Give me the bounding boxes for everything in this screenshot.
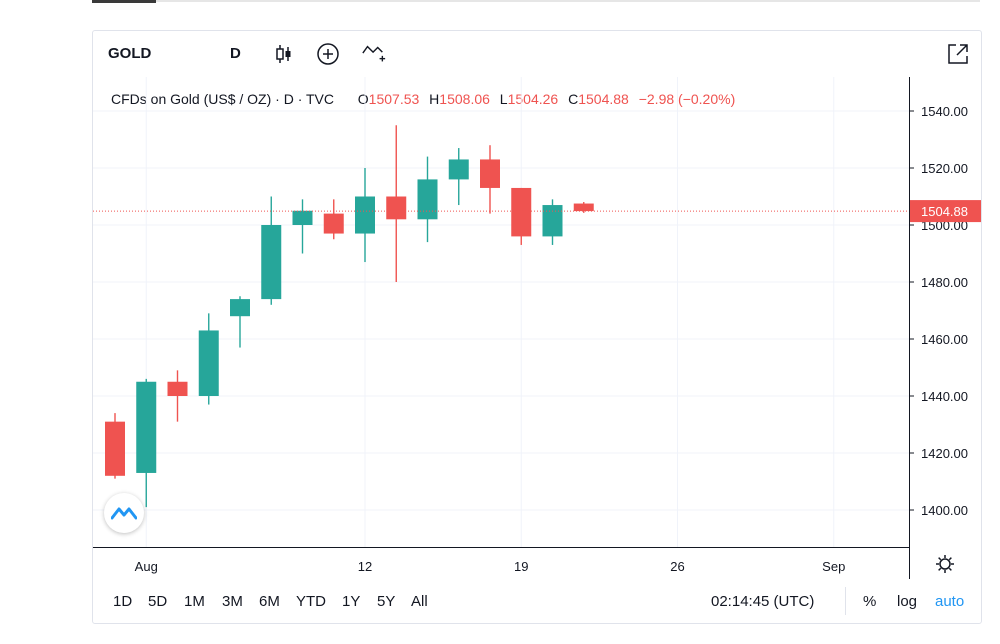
candle-body bbox=[230, 299, 250, 317]
candle-body bbox=[386, 196, 407, 220]
add-indicator-icon[interactable] bbox=[315, 41, 341, 67]
x-tick-label: 26 bbox=[670, 559, 684, 574]
candle bbox=[261, 196, 282, 305]
candle-body bbox=[261, 225, 282, 300]
candle-body bbox=[355, 196, 375, 234]
compare-icon[interactable] bbox=[361, 41, 387, 67]
legend-high-value: 1508.06 bbox=[439, 91, 490, 107]
candle-body bbox=[417, 179, 438, 220]
top-divider bbox=[92, 0, 980, 2]
chart-widget: GOLD D bbox=[92, 30, 982, 624]
candle-body bbox=[480, 159, 500, 188]
chart-legend: CFDs on Gold (US$ / OZ) · D · TVC O1507.… bbox=[111, 91, 735, 107]
candle bbox=[448, 148, 469, 206]
candle-body bbox=[448, 159, 469, 180]
candle bbox=[105, 413, 125, 479]
settings-icon[interactable] bbox=[936, 555, 954, 573]
symbol-button[interactable]: GOLD bbox=[108, 45, 152, 62]
candle-body bbox=[167, 381, 188, 396]
candle bbox=[355, 168, 375, 263]
candle-body bbox=[198, 330, 219, 396]
last-price-label-bg bbox=[910, 200, 981, 223]
active-tab-indicator bbox=[92, 0, 156, 3]
divider bbox=[845, 587, 846, 615]
candle bbox=[386, 125, 407, 282]
legend-low-value: 1504.26 bbox=[507, 91, 559, 107]
y-tick-label: 1440.00 bbox=[921, 389, 968, 404]
range-button-5d[interactable]: 5D bbox=[148, 593, 168, 610]
candle bbox=[480, 145, 500, 214]
candle-body bbox=[323, 213, 344, 234]
range-button-1y[interactable]: 1Y bbox=[342, 593, 361, 610]
candle bbox=[136, 378, 157, 508]
x-tick-label: Sep bbox=[822, 559, 845, 574]
bottom-toolbar: 1D 5D 1M 3M 6M YTD 1Y 5Y All 02:14:45 (UTC) % lo… bbox=[93, 579, 981, 625]
y-tick-label: 1420.00 bbox=[921, 446, 968, 461]
legend-high-label: H bbox=[429, 91, 440, 107]
candle-body bbox=[105, 421, 125, 476]
auto-scale-button[interactable]: auto bbox=[935, 593, 965, 610]
price-chart[interactable]: 1400.001420.001440.001460.001480.001500.… bbox=[93, 31, 981, 579]
percent-scale-button[interactable]: % bbox=[863, 593, 877, 610]
candle bbox=[417, 156, 438, 243]
interval-button[interactable]: D bbox=[230, 45, 241, 62]
candle bbox=[511, 187, 532, 245]
y-tick-label: 1540.00 bbox=[921, 104, 968, 119]
candle-body bbox=[511, 187, 532, 237]
x-tick-label: 12 bbox=[358, 559, 372, 574]
legend-description: CFDs on Gold (US$ / OZ) · D · TVC bbox=[111, 91, 334, 107]
range-button-1d[interactable]: 1D bbox=[113, 593, 133, 610]
clock[interactable]: 02:14:45 (UTC) bbox=[711, 593, 815, 610]
range-button-1m[interactable]: 1M bbox=[184, 593, 205, 610]
candle-body bbox=[136, 381, 157, 473]
range-button-6m[interactable]: 6M bbox=[259, 593, 280, 610]
y-tick-label: 1400.00 bbox=[921, 503, 968, 518]
range-button-ytd[interactable]: YTD bbox=[296, 593, 326, 610]
x-tick-label: Aug bbox=[135, 559, 158, 574]
candle-body bbox=[573, 203, 594, 212]
legend-change: −2.98 (−0.20%) bbox=[638, 91, 736, 107]
log-scale-button[interactable]: log bbox=[897, 593, 918, 610]
range-button-5y[interactable]: 5Y bbox=[377, 593, 396, 610]
candle bbox=[167, 370, 188, 422]
candles-icon[interactable] bbox=[271, 41, 297, 67]
candle bbox=[230, 296, 250, 348]
candle bbox=[323, 199, 344, 240]
chart-toolbar: GOLD D bbox=[93, 31, 981, 77]
candle bbox=[198, 313, 219, 405]
fullscreen-icon[interactable] bbox=[945, 41, 971, 67]
candle-body bbox=[542, 205, 563, 237]
y-tick-label: 1520.00 bbox=[921, 161, 968, 176]
y-tick-label: 1460.00 bbox=[921, 332, 968, 347]
candle-body bbox=[292, 210, 313, 225]
candle bbox=[292, 199, 313, 254]
legend-open-value: 1507.53 bbox=[368, 91, 420, 107]
legend-low-label: L bbox=[499, 91, 508, 107]
tradingview-logo[interactable] bbox=[104, 493, 144, 533]
legend-open-label: O bbox=[357, 91, 369, 107]
last-price-label: 1504.88 bbox=[921, 204, 968, 219]
candle bbox=[573, 202, 594, 213]
legend-close-value: 1504.88 bbox=[578, 91, 629, 107]
range-button-all[interactable]: All bbox=[411, 593, 428, 610]
legend-close-label: C bbox=[568, 91, 579, 107]
candle bbox=[542, 199, 563, 245]
x-tick-label: 19 bbox=[514, 559, 528, 574]
range-button-3m[interactable]: 3M bbox=[222, 593, 243, 610]
y-tick-label: 1480.00 bbox=[921, 275, 968, 290]
